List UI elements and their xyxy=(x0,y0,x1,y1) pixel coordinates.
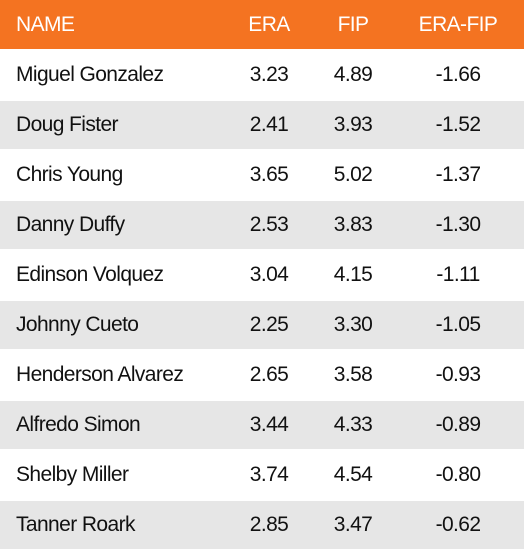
player-name: Alfredo Simon xyxy=(0,400,224,451)
player-name: Doug Fister xyxy=(0,100,224,151)
stat-cell: 3.47 xyxy=(314,500,392,551)
table-row: Johnny Cueto 2.25 3.30 -1.05 xyxy=(0,300,524,351)
stat-cell: 3.65 xyxy=(224,150,314,201)
stat-cell: 4.33 xyxy=(314,400,392,451)
stat-cell: 2.25 xyxy=(224,300,314,351)
stat-cell: -1.11 xyxy=(392,250,524,301)
player-name: Danny Duffy xyxy=(0,200,224,251)
header-cell: ERA xyxy=(224,0,314,51)
stat-cell: -1.37 xyxy=(392,150,524,201)
table-row: Shelby Miller 3.74 4.54 -0.80 xyxy=(0,450,524,501)
header-cell: NAME xyxy=(0,0,224,51)
stat-cell: 2.85 xyxy=(224,500,314,551)
stat-cell: -1.30 xyxy=(392,200,524,251)
player-name: Chris Young xyxy=(0,150,224,201)
stat-cell: 3.44 xyxy=(224,400,314,451)
table-header: NAME ERA FIP ERA-FIP xyxy=(0,0,524,51)
table-body: Miguel Gonzalez 3.23 4.89 -1.66 Doug Fister 2… xyxy=(0,50,524,551)
table-row: Henderson Alvarez 2.65 3.58 -0.93 xyxy=(0,350,524,401)
stat-cell: -1.66 xyxy=(392,50,524,101)
table-row: Danny Duffy 2.53 3.83 -1.30 xyxy=(0,200,524,251)
stat-cell: 3.23 xyxy=(224,50,314,101)
player-name: Edinson Volquez xyxy=(0,250,224,301)
stat-cell: 2.41 xyxy=(224,100,314,151)
header-cell: FIP xyxy=(314,0,392,51)
table-row: Edinson Volquez 3.04 4.15 -1.11 xyxy=(0,250,524,301)
player-name: Johnny Cueto xyxy=(0,300,224,351)
stat-cell: 3.30 xyxy=(314,300,392,351)
stat-cell: -0.62 xyxy=(392,500,524,551)
stat-cell: -0.80 xyxy=(392,450,524,501)
header-cell: ERA-FIP xyxy=(392,0,524,51)
stat-cell: 3.74 xyxy=(224,450,314,501)
stat-cell: -0.89 xyxy=(392,400,524,451)
stat-cell: 3.58 xyxy=(314,350,392,401)
stat-cell: 2.53 xyxy=(224,200,314,251)
stat-cell: 5.02 xyxy=(314,150,392,201)
stat-cell: 2.65 xyxy=(224,350,314,401)
stat-cell: 4.89 xyxy=(314,50,392,101)
player-name: Henderson Alvarez xyxy=(0,350,224,401)
stat-cell: -1.05 xyxy=(392,300,524,351)
stat-cell: 3.83 xyxy=(314,200,392,251)
stat-cell: -1.52 xyxy=(392,100,524,151)
table-row: Tanner Roark 2.85 3.47 -0.62 xyxy=(0,500,524,551)
stat-cell: 3.04 xyxy=(224,250,314,301)
stat-cell: -0.93 xyxy=(392,350,524,401)
header-row: NAME ERA FIP ERA-FIP xyxy=(0,0,524,51)
table-row: Miguel Gonzalez 3.23 4.89 -1.66 xyxy=(0,50,524,101)
stat-cell: 4.15 xyxy=(314,250,392,301)
player-name: Miguel Gonzalez xyxy=(0,50,224,101)
player-name: Shelby Miller xyxy=(0,450,224,501)
table-row: Alfredo Simon 3.44 4.33 -0.89 xyxy=(0,400,524,451)
stat-cell: 4.54 xyxy=(314,450,392,501)
player-name: Tanner Roark xyxy=(0,500,224,551)
stat-cell: 3.93 xyxy=(314,100,392,151)
table-row: Doug Fister 2.41 3.93 -1.52 xyxy=(0,100,524,151)
table-row: Chris Young 3.65 5.02 -1.37 xyxy=(0,150,524,201)
